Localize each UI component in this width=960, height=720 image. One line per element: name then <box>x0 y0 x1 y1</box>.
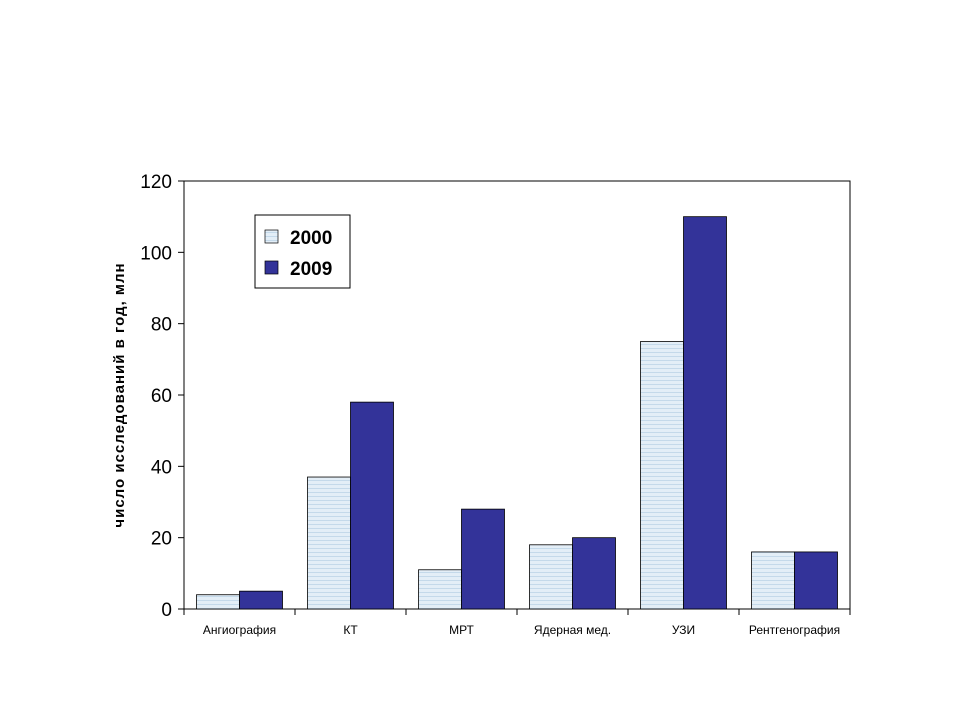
bar-2000-1 <box>307 476 351 610</box>
legend: 2000 2009 <box>254 214 351 289</box>
x-axis-labels: Ангиография КТ МРТ Ядерная мед. УЗИ Рентгеног… <box>203 623 840 637</box>
y-axis-title: число исследований в год, млн <box>111 262 128 527</box>
bar-2000-0 <box>196 594 240 610</box>
x-tick-label: КТ <box>343 623 358 637</box>
bar-2000-5 <box>751 551 795 610</box>
bar-2009-5 <box>794 551 838 610</box>
bar-2009-0 <box>239 590 283 610</box>
bar-2000-4 <box>640 341 684 610</box>
y-axis-ticks <box>178 180 184 610</box>
y-axis-labels: 0 20 40 60 80 100 120 <box>140 172 172 621</box>
bar-2000-2 <box>418 569 462 610</box>
legend-label-2009: 2009 <box>290 259 332 280</box>
bar-2009-1 <box>350 401 394 610</box>
x-tick-label: Рентгенография <box>749 623 840 637</box>
y-tick-label: 100 <box>140 243 172 264</box>
x-tick-label: УЗИ <box>672 623 695 637</box>
x-tick-label: Ядерная мед. <box>534 623 611 637</box>
legend-label-2000: 2000 <box>290 228 332 249</box>
y-tick-label: 40 <box>151 457 172 478</box>
x-axis-ticks <box>183 609 851 615</box>
legend-swatch-2009 <box>264 260 279 275</box>
x-tick-label: МРТ <box>449 623 474 637</box>
y-tick-label: 60 <box>151 386 172 407</box>
bar-2009-4 <box>683 216 727 610</box>
legend-swatch-2000 <box>264 229 279 244</box>
legend-box <box>254 214 351 289</box>
bars-group <box>196 216 838 610</box>
bar-2009-2 <box>461 508 505 610</box>
y-tick-label: 20 <box>151 529 172 550</box>
bar-2000-3 <box>529 544 573 610</box>
bar-2009-3 <box>572 537 616 610</box>
y-tick-label: 0 <box>161 600 172 621</box>
x-tick-label: Ангиография <box>203 623 276 637</box>
y-tick-label: 120 <box>140 172 172 193</box>
y-tick-label: 80 <box>151 315 172 336</box>
